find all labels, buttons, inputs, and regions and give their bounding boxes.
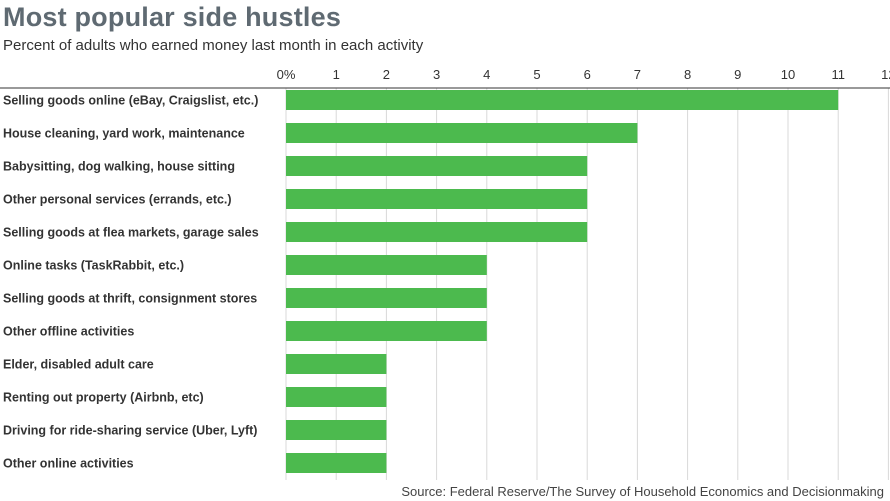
bar [286, 420, 387, 440]
category-label: Elder, disabled adult care [3, 358, 154, 372]
category-label: House cleaning, yard work, maintenance [3, 127, 245, 141]
category-label: Selling goods at thrift, consignment sto… [3, 292, 257, 306]
chart-title: Most popular side hustles [3, 2, 342, 32]
x-tick-label: 1 [333, 67, 340, 82]
x-tick-label: 12 [881, 67, 890, 82]
bar [286, 288, 487, 308]
bar [286, 387, 387, 407]
x-tick-label: 3 [433, 67, 440, 82]
bar [286, 453, 387, 473]
category-label: Other personal services (errands, etc.) [3, 193, 232, 207]
x-tick-label: 2 [383, 67, 390, 82]
x-tick-label: 4 [483, 67, 490, 82]
category-label: Driving for ride-sharing service (Uber, … [3, 424, 257, 438]
gridlines [285, 88, 889, 480]
chart-subtitle: Percent of adults who earned money last … [3, 37, 424, 54]
bar [286, 123, 638, 143]
bar [286, 189, 588, 209]
x-tick-label: 6 [584, 67, 591, 82]
category-label: Renting out property (Airbnb, etc) [3, 391, 204, 405]
category-label: Selling goods at flea markets, garage sa… [3, 226, 259, 240]
category-label: Other online activities [3, 457, 134, 471]
x-tick-label: 10 [781, 67, 795, 82]
source-note: Source: Federal Reserve/The Survey of Ho… [401, 484, 884, 499]
x-tick-label: 8 [684, 67, 691, 82]
bar [286, 156, 588, 176]
bar [286, 222, 588, 242]
bar [286, 354, 387, 374]
category-labels: Selling goods online (eBay, Craigslist, … [3, 94, 259, 471]
x-axis: 0%123456789101112 [0, 67, 890, 89]
x-tick-label: 5 [533, 67, 540, 82]
bar [286, 321, 487, 341]
bar [286, 255, 487, 275]
category-label: Online tasks (TaskRabbit, etc.) [3, 259, 184, 273]
x-tick-label: 9 [734, 67, 741, 82]
x-tick-label: 0% [277, 67, 296, 82]
x-tick-label: 7 [634, 67, 641, 82]
category-label: Other offline activities [3, 325, 134, 339]
category-label: Selling goods online (eBay, Craigslist, … [3, 94, 258, 108]
bar [286, 90, 839, 110]
category-label: Babysitting, dog walking, house sitting [3, 160, 235, 174]
bars [286, 90, 839, 473]
x-tick-label: 11 [831, 67, 845, 82]
